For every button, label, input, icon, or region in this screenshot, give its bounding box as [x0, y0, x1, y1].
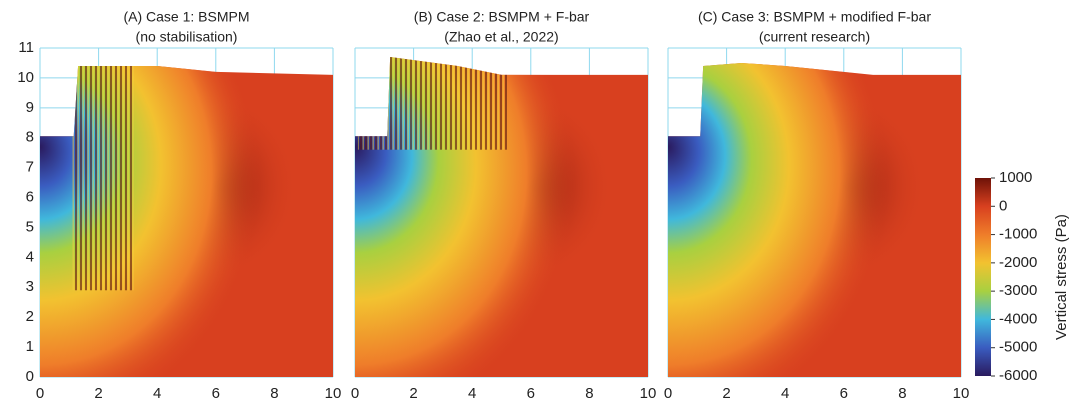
colorbar-tick-label: 0: [999, 197, 1007, 214]
y-tick-label: 7: [26, 159, 34, 176]
colorbar-tick-label: -6000: [999, 367, 1037, 384]
oscillation: [357, 56, 508, 150]
x-tick-label: 8: [270, 385, 278, 402]
stress-field: [668, 62, 961, 377]
panel-subtitle: (no stabilisation): [136, 29, 238, 45]
y-tick-label: 4: [26, 248, 34, 265]
y-tick-label: 6: [26, 189, 34, 206]
panel-title: (B) Case 2: BSMPM + F-bar: [414, 9, 590, 25]
colorbar-tick-label: -4000: [999, 310, 1037, 327]
x-tick-label: 2: [94, 385, 102, 402]
panel-subtitle: (Zhao et al., 2022): [444, 29, 558, 45]
panel-title: (A) Case 1: BSMPM: [123, 9, 249, 25]
y-tick-label: 1: [26, 338, 34, 355]
x-tick-label: 6: [527, 385, 535, 402]
x-tick-label: 8: [898, 385, 906, 402]
x-tick-label: 10: [640, 385, 657, 402]
x-tick-label: 2: [722, 385, 730, 402]
y-tick-label: 0: [26, 368, 34, 385]
stress-field: [355, 56, 648, 377]
panel: (B) Case 2: BSMPM + F-bar (Zhao et al., 2…: [351, 9, 657, 402]
x-tick-label: 0: [351, 385, 359, 402]
x-tick-label: 2: [409, 385, 417, 402]
x-tick-label: 10: [325, 385, 342, 402]
panel: (A) Case 1: BSMPM (no stabilisation) 0 2 4 6 8…: [17, 9, 341, 402]
y-tick-label: 8: [26, 129, 34, 146]
oscillation: [72, 65, 134, 291]
colorbar-label: Vertical stress (Pa): [1053, 214, 1070, 340]
x-tick-label: 4: [781, 385, 789, 402]
x-tick-label: 4: [153, 385, 161, 402]
colorbar: [975, 178, 991, 376]
x-tick-label: 6: [840, 385, 848, 402]
x-tick-label: 10: [953, 385, 970, 402]
x-tick-label: 0: [664, 385, 672, 402]
colorbar-tick-label: -1000: [999, 226, 1037, 243]
colorbar-tick-label: 1000: [999, 169, 1032, 186]
panel: (C) Case 3: BSMPM + modified F-bar (curre…: [664, 9, 970, 402]
y-tick-label: 2: [26, 308, 34, 325]
colorbar-tick-label: -5000: [999, 339, 1037, 356]
x-tick-label: 6: [212, 385, 220, 402]
y-tick-label: 9: [26, 99, 34, 116]
panel-title: (C) Case 3: BSMPM + modified F-bar: [698, 9, 931, 25]
field-cold: [668, 62, 961, 377]
colorbar-tick-label: -3000: [999, 282, 1037, 299]
colorbar-tick-label: -2000: [999, 254, 1037, 271]
panel-subtitle: (current research): [759, 29, 870, 45]
y-tick-label: 3: [26, 278, 34, 295]
y-tick-label: 10: [17, 69, 34, 86]
y-tick-label: 11: [18, 39, 34, 56]
y-tick-label: 5: [26, 218, 34, 235]
x-tick-label: 4: [468, 385, 476, 402]
stress-field: [40, 65, 333, 377]
x-tick-label: 8: [585, 385, 593, 402]
x-tick-label: 0: [36, 385, 44, 402]
